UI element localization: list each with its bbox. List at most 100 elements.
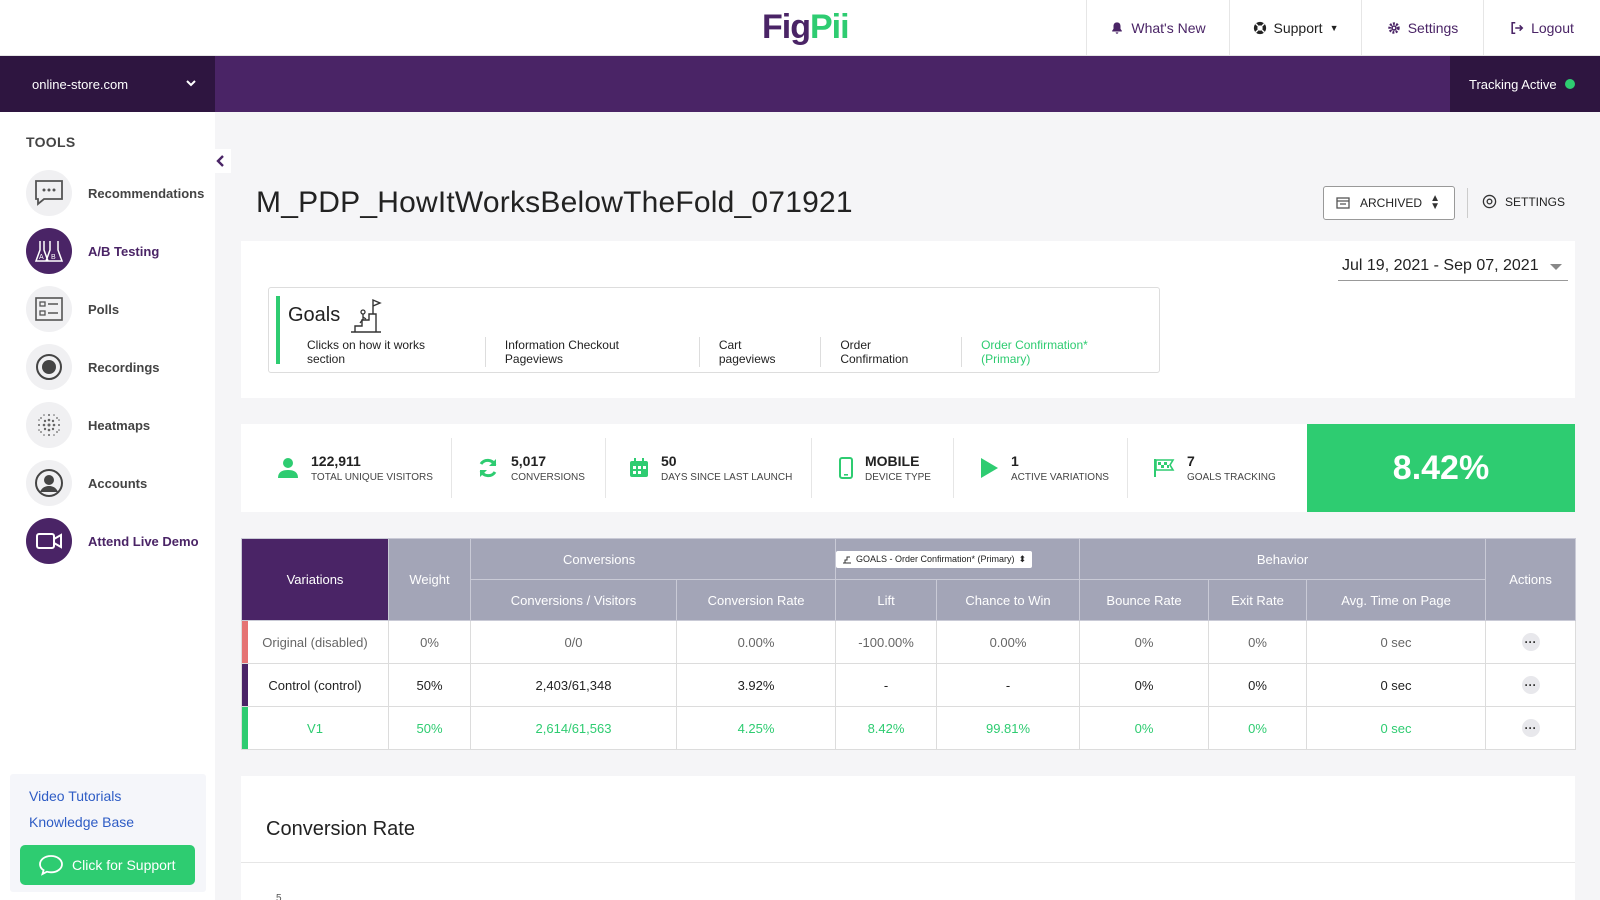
goals-card: Jul 19, 2021 - Sep 07, 2021 Goals Clicks… [241,241,1575,398]
whats-new-link[interactable]: What's New [1086,0,1229,56]
record-icon [26,344,72,390]
stat-divider [451,438,452,498]
variation-name: Control (control) [268,677,362,693]
stat-divider [811,438,812,498]
cell-exit: 0% [1208,706,1308,750]
header-conv-rate: Conversion Rate [675,579,837,621]
sidebar-item-heatmaps[interactable]: Heatmaps [26,402,211,448]
sidebar-item-polls[interactable]: Polls [26,286,211,332]
logout-link[interactable]: Logout [1483,0,1600,56]
row-color-bar [242,664,248,706]
variation-name-cell: V1 [241,706,389,750]
cell-lift: -100.00% [835,620,938,664]
variation-name: V1 [307,720,323,736]
more-actions-icon[interactable]: ··· [1521,676,1540,694]
stat-goals: 7 GOALS TRACKING [1153,424,1276,512]
variation-name: Original (disabled) [262,634,368,650]
calendar-icon [630,458,648,477]
logout-label: Logout [1531,20,1574,36]
sidebar-item-recordings[interactable]: Recordings [26,344,211,390]
settings-label: Settings [1407,20,1459,36]
stat-visitors: 122,911 TOTAL UNIQUE VISITORS [277,424,433,512]
goal-select-value: GOALS - Order Confirmation* (Primary) [856,554,1015,564]
bell-icon [1112,22,1123,34]
sidebar-item-attend-live-demo[interactable]: Attend Live Demo [26,518,211,564]
svg-text:B: B [51,254,56,261]
header-chance: Chance to Win [936,579,1081,621]
sidebar-item-label: Polls [88,301,120,317]
goal-tab[interactable]: Information Checkout Pageviews [484,337,699,367]
site-selector[interactable]: online-store.com [0,56,215,112]
goal-flag-stairs-icon [351,298,382,333]
heatmap-icon [26,402,72,448]
click-for-support-button[interactable]: Click for Support [20,845,195,885]
settings-link[interactable]: Settings [1361,0,1483,56]
cell-actions: ··· [1485,663,1577,707]
lift-highlight: 8.42% [1307,424,1575,512]
goal-tab[interactable]: Cart pageviews [698,337,820,367]
site-bar: online-store.com Tracking Active [0,56,1600,112]
chevron-down-icon [186,80,196,87]
row-color-bar [242,707,248,749]
cell-chance: - [936,663,1081,707]
axis-tick-label: 5 [276,893,282,900]
cell-weight: 0% [388,620,471,664]
stat-label: DEVICE TYPE [865,472,931,483]
experiment-settings-link[interactable]: SETTINGS [1482,194,1565,209]
updown-icon: ⬍ [1018,553,1027,564]
stat-value: 50 [661,453,677,469]
whats-new-label: What's New [1131,20,1206,36]
conversion-rate-card: Conversion Rate 5 [241,776,1575,900]
cell-chance: 0.00% [936,620,1081,664]
logout-icon [1511,21,1524,35]
goal-tab-primary[interactable]: Order Confirmation* (Primary) [961,337,1159,367]
help-box: Video Tutorials Knowledge Base Click for… [10,774,206,892]
play-icon [981,458,998,478]
figpii-logo[interactable]: FigPii [762,8,850,47]
goal-select-dropdown[interactable]: GOALS - Order Confirmation* (Primary) ⬍ [836,550,1033,568]
cell-avg-time: 0 sec [1306,706,1487,750]
sidebar-item-label: Recordings [88,359,160,375]
sidebar-item-accounts[interactable]: Accounts [26,460,211,506]
video-tutorials-link[interactable]: Video Tutorials [29,788,122,804]
svg-text:A: A [39,254,44,261]
stat-value: 1 [1011,453,1019,469]
more-actions-icon[interactable]: ··· [1521,719,1540,737]
conversion-rate-title: Conversion Rate [266,818,415,840]
stat-value: MOBILE [865,453,920,469]
cell-conv-rate: 3.92% [675,663,837,707]
goal-tab[interactable]: Order Confirmation [820,337,961,367]
support-dropdown[interactable]: Support ▼ [1229,0,1361,56]
stat-label: GOALS TRACKING [1187,472,1276,483]
goal-tab[interactable]: Clicks on how it works section [307,338,426,366]
more-actions-icon[interactable]: ··· [1521,633,1540,651]
stat-value: 7 [1187,453,1195,469]
collapse-sidebar-button[interactable] [209,149,231,173]
status-select[interactable]: ARCHIVED ▲ ▼ [1323,186,1455,220]
cell-avg-time: 0 sec [1306,663,1487,707]
goal-runner-icon [843,556,852,564]
date-range-value: Jul 19, 2021 - Sep 07, 2021 [1342,256,1539,274]
cell-actions: ··· [1485,620,1577,664]
sidebar-item-recommendations[interactable]: Recommendations [26,170,211,216]
stat-label: CONVERSIONS [511,472,585,483]
cell-avg-time: 0 sec [1306,620,1487,664]
gear-icon [1388,22,1400,34]
knowledge-base-link[interactable]: Knowledge Base [29,814,135,830]
header-conversions-group: Conversions [469,538,837,580]
header-exit: Exit Rate [1208,579,1308,621]
logo-text-fig: Fig [762,8,811,46]
date-range-picker[interactable]: Jul 19, 2021 - Sep 07, 2021 [1338,251,1568,281]
header-variations: Variations [241,538,389,621]
table-row: Control (control) 50% 2,403/61,348 3.92%… [241,663,1577,707]
stat-device: MOBILE DEVICE TYPE [839,424,931,512]
stat-value: 122,911 [311,453,361,469]
sidebar-item-label: Recommendations [88,185,205,201]
variations-table: Variations Weight Conversions GOALS - Or… [241,538,1577,750]
stat-divider [1127,438,1128,498]
header-conv-visitors: Conversions / Visitors [470,579,677,621]
support-button-label: Click for Support [72,857,176,873]
